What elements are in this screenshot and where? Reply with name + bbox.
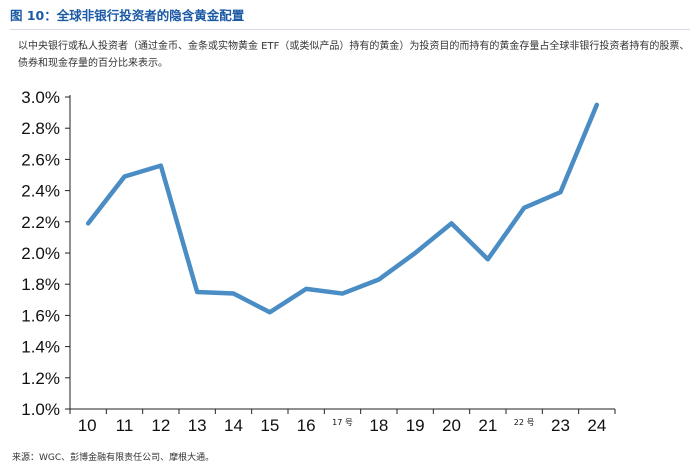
y-tick-label: 2.2% <box>21 213 60 232</box>
x-tick-label: 18 <box>369 416 388 435</box>
x-tick-label: 12 <box>151 416 170 435</box>
x-tick-label: 24 <box>587 416 606 435</box>
x-tick-label: 19 <box>406 416 425 435</box>
y-tick-label: 2.8% <box>21 119 60 138</box>
x-tick-label: 16 <box>297 416 316 435</box>
x-tick-label: 21 <box>478 416 497 435</box>
x-tick-label: 23 <box>551 416 570 435</box>
source-note: 来源：WGC、彭博金融有限责任公司、摩根大通。 <box>12 453 215 463</box>
y-tick-label: 2.0% <box>21 244 60 263</box>
title-divider <box>10 29 690 30</box>
x-tick-label: 20 <box>442 416 461 435</box>
y-tick-label: 1.6% <box>21 306 60 325</box>
x-tick-label: 15 <box>260 416 279 435</box>
chart-title: 图 10：全球非银行投资者的隐含黄金配置 <box>10 8 245 23</box>
y-tick-label: 1.4% <box>21 338 60 357</box>
x-tick-label: 22 号 <box>514 418 535 427</box>
chart-description: 以中央银行或私人投资者（通过金币、金条或实物黄金 ETF（或类似产品）持有的黄金… <box>18 41 690 69</box>
x-tick-label: 11 <box>116 416 134 435</box>
series-line <box>85 102 600 315</box>
x-tick-label: 17 号 <box>332 418 353 427</box>
y-tick-label: 1.2% <box>21 369 60 388</box>
x-tick-label: 10 <box>78 416 97 435</box>
x-tick-label: 13 <box>188 416 207 435</box>
y-tick-label: 2.6% <box>21 150 60 169</box>
y-tick-label: 3.0% <box>21 88 60 107</box>
y-tick-label: 1.8% <box>21 275 60 294</box>
x-tick-label: 14 <box>224 416 243 435</box>
y-tick-label: 1.0% <box>21 400 60 419</box>
y-tick-label: 2.4% <box>21 182 60 201</box>
